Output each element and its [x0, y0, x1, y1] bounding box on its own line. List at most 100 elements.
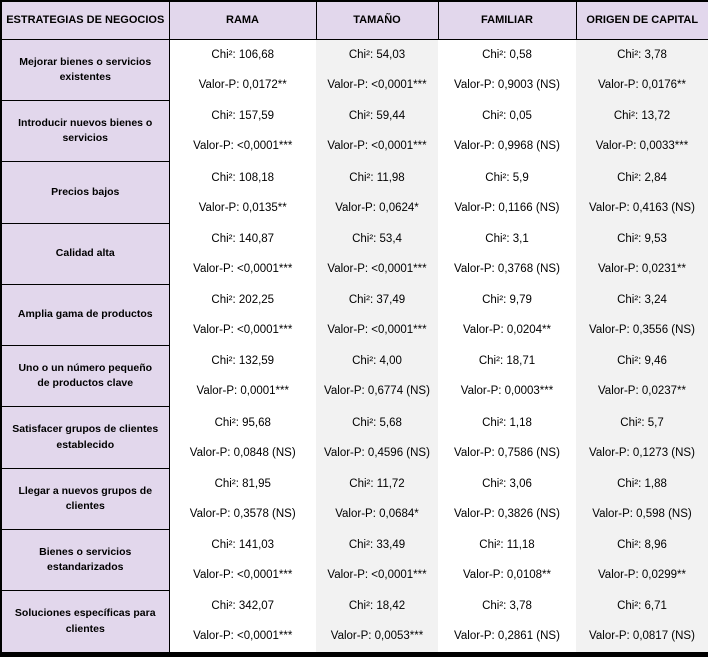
p-value: Valor-P: 0,3826 (NS) [454, 507, 560, 520]
strategy-label: Introducir nuevos bienes o servicios [0, 100, 170, 163]
stat-cell: Chi²: 53,4 Valor-P: <0,0001*** [316, 223, 438, 285]
stat-cell: Chi²: 5,68 Valor-P: 0,4596 (NS) [316, 406, 438, 469]
chi-square-value: Chi²: 9,46 [617, 355, 667, 368]
stat-cell: Chi²: 5,7 Valor-P: 0,1273 (NS) [576, 406, 708, 469]
chi-square-value: Chi²: 132,59 [211, 355, 275, 368]
p-value: Valor-P: 0,0108** [462, 569, 551, 581]
stat-cell: Chi²: 342,07 Valor-P: <0,0001*** [169, 591, 316, 655]
p-value: Valor-P: 0,0135** [198, 201, 287, 214]
strategy-label: Precios bajos [0, 161, 170, 224]
stat-cell: Chi²: 3,78 Valor-P: 0,2861 (NS) [438, 591, 576, 655]
stat-cell: Chi²: 11,72 Valor-P: 0,0684* [316, 468, 438, 530]
p-value: Valor-P: 0,0624* [335, 201, 419, 214]
strategy-label: Satisfacer grupos de clientes establecid… [0, 406, 170, 469]
stat-cell: Chi²: 11,98 Valor-P: 0,0624* [316, 161, 438, 224]
p-value: Valor-P: 0,9003 (NS) [454, 79, 560, 92]
stat-cell: Chi²: 37,49 Valor-P: <0,0001*** [316, 284, 438, 346]
stat-cell: Chi²: 141,03 Valor-P: <0,0001*** [169, 529, 316, 590]
stat-cell: Chi²: 132,59 Valor-P: 0,0001*** [169, 346, 316, 407]
p-value: Valor-P: 0,9968 (NS) [454, 140, 560, 153]
stat-cell: Chi²: 54,03 Valor-P: <0,0001*** [316, 39, 438, 101]
table-row: Llegar a nuevos grupos de clientes Chi²: … [0, 467, 708, 530]
table-row: Amplia gama de productos Chi²: 202,25 Valo… [0, 283, 708, 347]
p-value: Valor-P: <0,0001*** [327, 324, 427, 337]
chi-square-value: Chi²: 54,03 [348, 49, 406, 62]
stat-cell: Chi²: 0,05 Valor-P: 0,9968 (NS) [438, 101, 576, 162]
stat-cell: Chi²: 13,72 Valor-P: 0,0033*** [576, 100, 708, 162]
stat-cell: Chi²: 9,53 Valor-P: 0,0231** [576, 223, 708, 285]
strategy-label: Calidad alta [0, 222, 170, 285]
chi-square-value: Chi²: 18,42 [348, 600, 406, 613]
table-row: Satisfacer grupos de clientes establecid… [0, 406, 708, 469]
table-row: Introducir nuevos bienes o servicios Chi²… [0, 100, 708, 163]
chi-square-value: Chi²: 37,49 [348, 294, 406, 307]
p-value: Valor-P: 0,0231** [597, 262, 686, 275]
stat-cell: Chi²: 157,59 Valor-P: <0,0001*** [169, 101, 316, 162]
stat-cell: Chi²: 3,06 Valor-P: 0,3826 (NS) [438, 468, 576, 529]
p-value: Valor-P: <0,0001*** [327, 79, 427, 92]
p-value: Valor-P: 0,4596 (NS) [324, 446, 430, 459]
p-value: Valor-P: <0,0001*** [327, 140, 427, 153]
table-row: Uno o un número pequeño de productos cla… [0, 345, 708, 408]
stat-cell: Chi²: 3,78 Valor-P: 0,0176** [576, 39, 708, 101]
chi-square-value: Chi²: 157,59 [211, 110, 275, 123]
chi-square-value: Chi²: 140,87 [211, 232, 275, 245]
chi-square-value: Chi²: 1,88 [617, 477, 667, 490]
chi-square-value: Chi²: 0,58 [482, 49, 532, 62]
chi-square-value: Chi²: 11,98 [349, 171, 405, 184]
table-row: Calidad alta Chi²: 140,87 Valor-P: <0,0001… [0, 222, 708, 285]
stat-cell: Chi²: 95,68 Valor-P: 0,0848 (NS) [169, 407, 316, 468]
header-tamano: TAMAÑO [315, 0, 439, 40]
stat-cell: Chi²: 6,71 Valor-P: 0,0817 (NS) [576, 590, 708, 655]
p-value: Valor-P: 0,3556 (NS) [589, 324, 695, 337]
p-value: Valor-P: <0,0001*** [193, 324, 293, 337]
chi-square-value: Chi²: 18,71 [478, 355, 536, 368]
chi-square-value: Chi²: 53,4 [352, 232, 402, 245]
p-value: Valor-P: 0,0684* [335, 507, 419, 520]
strategy-label: Amplia gama de productos [0, 283, 170, 347]
p-value: Valor-P: 0,0053*** [330, 630, 424, 643]
stat-cell: Chi²: 4,00 Valor-P: 0,6774 (NS) [316, 345, 438, 407]
chi-square-value: Chi²: 342,07 [211, 600, 275, 613]
stat-cell: Chi²: 9,79 Valor-P: 0,0204** [438, 284, 576, 345]
chi-square-value: Chi²: 11,72 [349, 477, 405, 490]
p-value: Valor-P: 0,0299** [597, 569, 686, 581]
table-row: Soluciones específicas para clientes Chi²… [0, 590, 708, 655]
p-value: Valor-P: <0,0001*** [193, 262, 293, 275]
strategy-label: Llegar a nuevos grupos de clientes [0, 467, 170, 530]
chi-square-value: Chi²: 13,72 [613, 110, 671, 123]
table-row: Precios bajos Chi²: 108,18 Valor-P: 0,0135… [0, 161, 708, 224]
chi-square-value: Chi²: 8,96 [617, 539, 667, 551]
chi-square-value: Chi²: 3,24 [617, 294, 667, 307]
p-value: Valor-P: 0,0817 (NS) [589, 630, 695, 643]
p-value: Valor-P: 0,0003*** [460, 385, 554, 398]
p-value: Valor-P: 0,0001*** [196, 385, 289, 398]
stat-cell: Chi²: 140,87 Valor-P: <0,0001*** [169, 223, 316, 284]
chi-square-value: Chi²: 202,25 [211, 294, 275, 307]
stat-cell: Chi²: 1,18 Valor-P: 0,7586 (NS) [438, 407, 576, 468]
stat-cell: Chi²: 18,42 Valor-P: 0,0053*** [316, 590, 438, 655]
stat-cell: Chi²: 5,9 Valor-P: 0,1166 (NS) [438, 162, 576, 223]
p-value: Valor-P: 0,3578 (NS) [189, 507, 296, 520]
p-value: Valor-P: <0,0001*** [193, 630, 293, 643]
chi-square-value: Chi²: 9,53 [617, 232, 667, 245]
stat-cell: Chi²: 81,95 Valor-P: 0,3578 (NS) [169, 468, 316, 529]
p-value: Valor-P: <0,0001*** [327, 262, 427, 275]
p-value: Valor-P: 0,0204** [462, 324, 551, 337]
chi-square-value: Chi²: 95,68 [214, 416, 271, 429]
p-value: Valor-P: 0,1273 (NS) [589, 446, 695, 459]
chi-square-value: Chi²: 0,05 [482, 110, 532, 123]
chi-square-value: Chi²: 1,18 [482, 416, 532, 429]
p-value: Valor-P: 0,6774 (NS) [324, 385, 430, 398]
stat-cell: Chi²: 18,71 Valor-P: 0,0003*** [438, 346, 576, 407]
stat-cell: Chi²: 9,46 Valor-P: 0,0237** [576, 345, 708, 407]
chi-square-value: Chi²: 5,9 [485, 171, 529, 184]
stat-cell: Chi²: 2,84 Valor-P: 0,4163 (NS) [576, 161, 708, 224]
p-value: Valor-P: 0,2861 (NS) [454, 630, 560, 643]
header-row: ESTRATEGIAS DE NEGOCIOS RAMA TAMAÑO FAMI… [0, 0, 708, 40]
header-origen-de-capital: ORIGEN DE CAPITAL [575, 0, 708, 40]
header-estrategias-de-negocios: ESTRATEGIAS DE NEGOCIOS [0, 0, 170, 40]
chi-square-value: Chi²: 4,00 [352, 355, 402, 368]
stat-cell: Chi²: 202,25 Valor-P: <0,0001*** [169, 284, 316, 345]
